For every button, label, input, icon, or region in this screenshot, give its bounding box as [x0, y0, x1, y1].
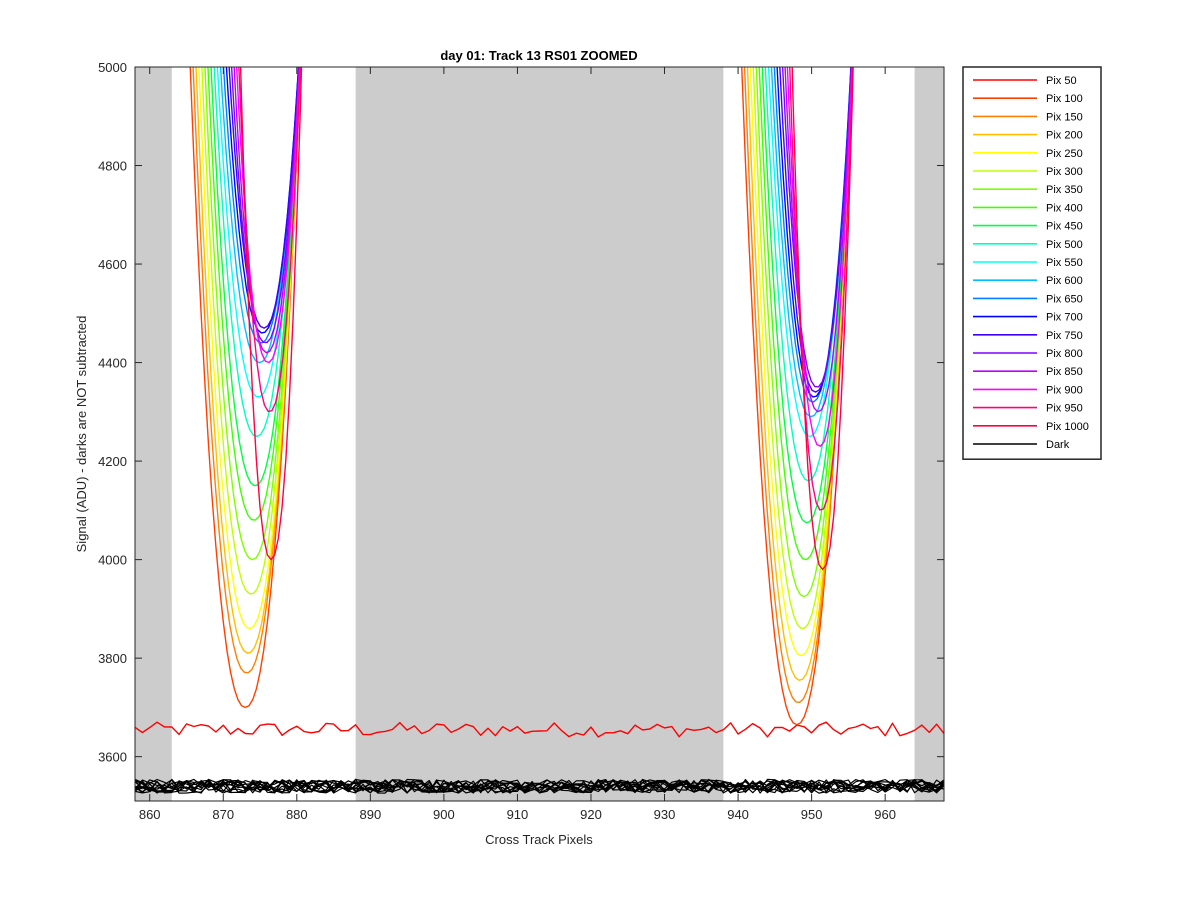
x-tick-label-910: 910: [507, 807, 529, 822]
series-line-pix-1000-dip-1: [239, 67, 303, 561]
legend-label-pix-500: Pix 500: [1046, 239, 1083, 251]
y-axis-label: Signal (ADU) - darks are NOT subtracted: [74, 316, 89, 553]
x-tick-label-890: 890: [359, 807, 381, 822]
x-tick-label-880: 880: [286, 807, 308, 822]
series-line-pix-900-dip-2: [786, 67, 853, 447]
legend-label-pix-150: Pix 150: [1046, 111, 1083, 123]
chart-title: day 01: Track 13 RS01 ZOOMED: [440, 48, 637, 63]
series-line-pix-1000-dip-2: [791, 67, 854, 571]
legend-label-pix-900: Pix 900: [1046, 384, 1083, 396]
x-tick-label-920: 920: [580, 807, 602, 822]
x-tick-label-940: 940: [727, 807, 749, 822]
x-tick-label-900: 900: [433, 807, 455, 822]
legend-label-pix-550: Pix 550: [1046, 257, 1083, 269]
y-tick-label-4800: 4800: [98, 159, 127, 174]
series-line-pix-900-dip-1: [235, 67, 301, 364]
shaded-region-0: [135, 67, 172, 801]
shaded-region-1: [355, 67, 724, 801]
series-line-dark-11: [135, 778, 944, 794]
legend-label-pix-700: Pix 700: [1046, 312, 1083, 324]
legend-label-pix-450: Pix 450: [1046, 221, 1083, 233]
series-line-dark-10: [135, 778, 944, 794]
series-line-pix-750-dip-1: [228, 67, 300, 329]
series-line-pix-800-dip-2: [781, 67, 853, 388]
y-tick-label-3800: 3800: [98, 651, 127, 666]
x-tick-label-960: 960: [874, 807, 896, 822]
legend-label-pix-850: Pix 850: [1046, 366, 1083, 378]
legend-label-pix-800: Pix 800: [1046, 348, 1083, 360]
x-axis-label: Cross Track Pixels: [485, 832, 593, 847]
legend-label-pix-950: Pix 950: [1046, 403, 1083, 415]
series-line-pix-300-dip-1: [201, 67, 301, 595]
x-tick-label-930: 930: [654, 807, 676, 822]
axes-box: [134, 66, 945, 802]
legend-label-pix-50: Pix 50: [1046, 75, 1077, 87]
legend-label-dark: Dark: [1046, 439, 1070, 451]
legend-label-pix-750: Pix 750: [1046, 330, 1083, 342]
legend-label-pix-1000: Pix 1000: [1046, 421, 1089, 433]
y-tick-label-3600: 3600: [98, 750, 127, 765]
legend-label-pix-250: Pix 250: [1046, 148, 1083, 160]
series-line-pix-50: [135, 721, 944, 738]
series-line-pix-950-dip-2: [789, 67, 854, 511]
x-tick-label-860: 860: [139, 807, 161, 822]
legend-box: [962, 66, 1102, 460]
x-tick-label-870: 870: [212, 807, 234, 822]
legend-label-pix-400: Pix 400: [1046, 202, 1083, 214]
legend-label-pix-300: Pix 300: [1046, 166, 1083, 178]
y-tick-label-4400: 4400: [98, 356, 127, 371]
series-line-pix-850-dip-2: [784, 67, 853, 413]
x-tick-label-950: 950: [801, 807, 823, 822]
y-tick-label-4600: 4600: [98, 257, 127, 272]
shaded-region-2: [914, 67, 944, 801]
legend-label-pix-600: Pix 600: [1046, 275, 1083, 287]
legend-label-pix-650: Pix 650: [1046, 293, 1083, 305]
y-tick-label-4200: 4200: [98, 454, 127, 469]
series-line-pix-950-dip-1: [238, 67, 302, 413]
y-tick-label-5000: 5000: [98, 60, 127, 75]
legend-label-pix-100: Pix 100: [1046, 93, 1083, 105]
y-tick-label-4000: 4000: [98, 553, 127, 568]
legend-label-pix-200: Pix 200: [1046, 130, 1083, 142]
legend-label-pix-350: Pix 350: [1046, 184, 1083, 196]
